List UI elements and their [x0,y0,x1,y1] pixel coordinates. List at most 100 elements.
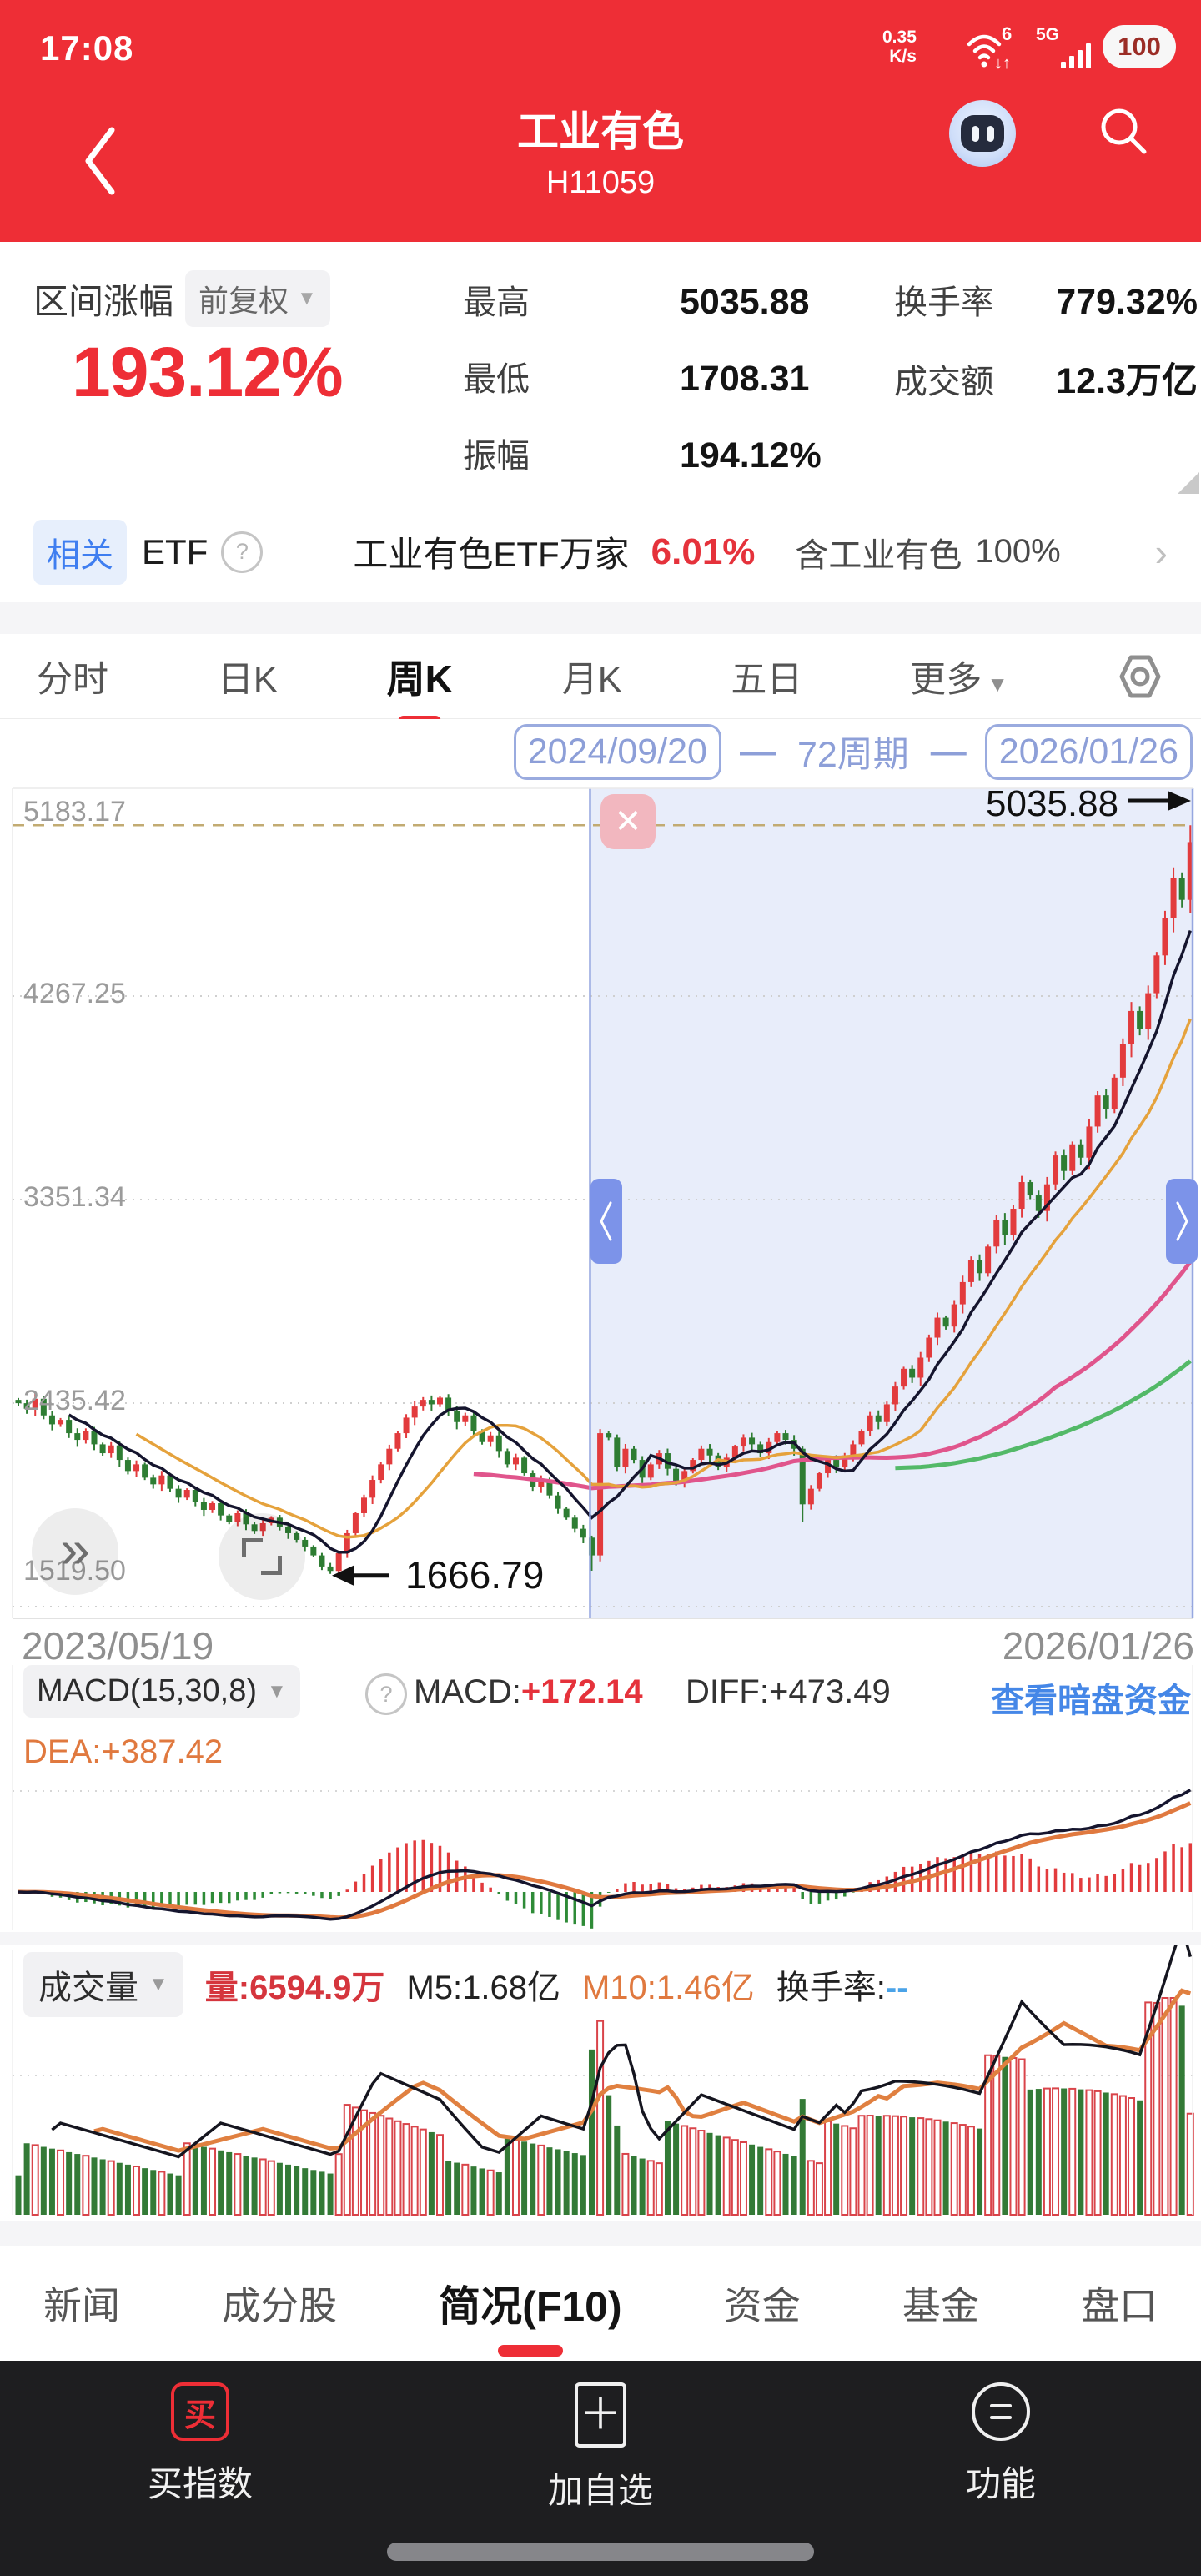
kline-chart[interactable]: 5183.17 4267.25 3351.34 2435.42 1519.50 1666.… [0,784,1201,1668]
chart-settings-button[interactable] [1114,651,1166,702]
volume-m10: M10:1.46亿 [581,1970,755,2006]
range-period-count: 72周期 [796,735,909,775]
chevron-down-icon: ▼ [148,1973,168,1995]
page-title: 工业有色 [517,108,684,155]
turnover-value: -- [885,1970,908,2006]
tab-minute[interactable]: 分时 [37,659,108,700]
tab-funds[interactable]: 基金 [902,2284,979,2327]
buy-index-button[interactable]: 买 买指数 [0,2361,400,2576]
selection-right-handle[interactable] [1166,1179,1198,1264]
selection-close-button[interactable]: ✕ [600,794,656,849]
gear-icon [1119,655,1161,697]
fullscreen-button[interactable] [219,1513,305,1600]
related-badge: 相关 [33,519,127,585]
period-tab-bar: 分时 日K 周K 月K 五日 更多 ▼ [0,634,1201,727]
dea-value: DEA:+387.42 [23,1733,224,1770]
expand-corner-icon[interactable] [1178,472,1199,494]
menu-circle-icon [972,2382,1030,2441]
wifi-6-badge: 6 [1002,23,1012,44]
svg-text:5035.88: 5035.88 [986,784,1118,824]
volume-current: 量:6594.9万 [204,1970,385,2006]
tab-monthly-k[interactable]: 月K [561,659,622,700]
kline-chart-canvas: 5183.17 4267.25 3351.34 2435.42 1519.50 1666.… [12,784,1194,1619]
svg-text:4267.25: 4267.25 [23,978,126,1009]
functions-button[interactable]: 功能 [801,2361,1201,2576]
high-label: 最高 [463,284,530,321]
dark-pool-link[interactable]: 查看暗盘资金 [991,1683,1191,1719]
battery-icon: 100 [1103,25,1176,68]
chevron-right-icon: › [1154,530,1168,574]
tab-news[interactable]: 新闻 [43,2284,120,2327]
pane-divider [0,2221,1201,2246]
signal-bars-icon [1061,43,1091,68]
chevron-left-icon [600,1201,612,1241]
expand-panel-button[interactable]: » [32,1508,118,1595]
tab-more-dropdown[interactable]: 更多 ▼ [910,659,1009,700]
back-button[interactable] [77,123,127,199]
low-value: 1708.31 [680,359,810,399]
network-speed-value: 0.35 [882,28,917,47]
detail-tab-bar: 新闻 成分股 简况(F10) 资金 基金 盘口 [0,2246,1201,2361]
index-code: H11059 [545,165,656,200]
range-dash: — [930,731,967,772]
buy-icon: 买 [171,2382,229,2441]
buy-index-label: 买指数 [147,2464,253,2503]
adjust-mode-dropdown[interactable]: 前复权 ▼ [185,270,330,327]
chevron-right-icon [1176,1201,1188,1241]
macd-label: MACD: [414,1673,521,1710]
active-tab-indicator [497,2345,563,2357]
svg-text:1666.79: 1666.79 [405,1553,544,1597]
help-icon[interactable]: ? [365,1673,407,1715]
volume-pane[interactable]: 成交量 ▼ 量:6594.9万 M5:1.68亿 M10:1.46亿 换手率:-- [0,1945,1201,2221]
tab-funds-flow[interactable]: 资金 [723,2284,801,2327]
chevron-down-icon: ▼ [297,287,317,309]
volume-header: 成交量 ▼ 量:6594.9万 M5:1.68亿 M10:1.46亿 换手率:-- [0,1952,1201,2017]
volume-canvas [12,1945,1194,2216]
functions-label: 功能 [965,2464,1036,2503]
home-indicator[interactable] [387,2543,814,2561]
etf-label: ETF [142,531,209,571]
bottom-action-bar: 买 买指数 ＋ 加自选 功能 [0,2361,1201,2576]
help-icon[interactable]: ? [221,531,264,573]
add-watchlist-button[interactable]: ＋ 加自选 [400,2361,801,2576]
range-end-date[interactable]: 2026/01/26 [984,723,1193,780]
wifi-icon: 6 ↓↑ [964,23,1024,78]
selection-left-handle[interactable] [590,1179,622,1264]
svg-text:2435.42: 2435.42 [23,1385,126,1416]
tab-order-book[interactable]: 盘口 [1080,2284,1158,2327]
turnover-rate-label: 换手率 [894,284,994,321]
tab-constituents[interactable]: 成分股 [222,2284,338,2327]
macd-pane[interactable]: MACD(15,30,8) ▼ ? MACD:+172.14 DIFF:+473.… [0,1660,1201,1932]
nav-bar: 工业有色 H11059 [0,83,1201,242]
turnover-rate-value: 779.32% [1056,282,1198,322]
section-divider [0,602,1201,634]
pane-divider [0,1932,1201,1945]
etf-change: 6.01% [651,531,756,572]
related-etf-row[interactable]: 相关 ETF ? 工业有色ETF万家 6.01% 含工业有色 100% › [0,501,1201,602]
tab-five-day[interactable]: 五日 [731,659,803,700]
turnover-label: 换手率: [776,1970,886,2006]
app-header: 17:08 0.35 K/s 6 ↓↑ 5G [0,0,1201,242]
search-button[interactable] [1094,102,1154,162]
svg-text:3351.34: 3351.34 [23,1181,126,1213]
tab-profile-f10[interactable]: 简况(F10) [439,2273,622,2357]
low-label: 最低 [463,361,530,398]
date-range-selector: 2024/09/20 — 72周期 — 2026/01/26 [0,719,1201,784]
volume-indicator-dropdown[interactable]: 成交量 ▼ [23,1952,183,2017]
fullscreen-icon [242,1538,263,1557]
network-speed-unit: K/s [889,46,917,66]
stats-panel: 区间涨幅 前复权 ▼ 193.12% 最高 5035.88 最低 1708.31 振幅… [0,242,1201,501]
etf-holding-label: 含工业有色 [795,536,962,574]
svg-text:5183.17: 5183.17 [23,796,126,828]
chevron-down-icon: ▼ [987,671,1009,697]
ai-assistant-button[interactable] [949,100,1016,167]
range-start-date[interactable]: 2024/09/20 [513,723,721,780]
diff-value: DIFF:+473.49 [686,1673,891,1710]
turnover-amount-label: 成交额 [894,364,994,400]
chevron-down-icon: ▼ [266,1679,287,1703]
macd-indicator-dropdown[interactable]: MACD(15,30,8) ▼ [23,1665,300,1718]
tab-daily-k[interactable]: 日K [217,659,278,700]
amplitude-label: 振幅 [463,438,530,475]
tab-weekly-k[interactable]: 周K [385,644,455,727]
wifi-updown-arrows: ↓↑ [994,54,1011,73]
